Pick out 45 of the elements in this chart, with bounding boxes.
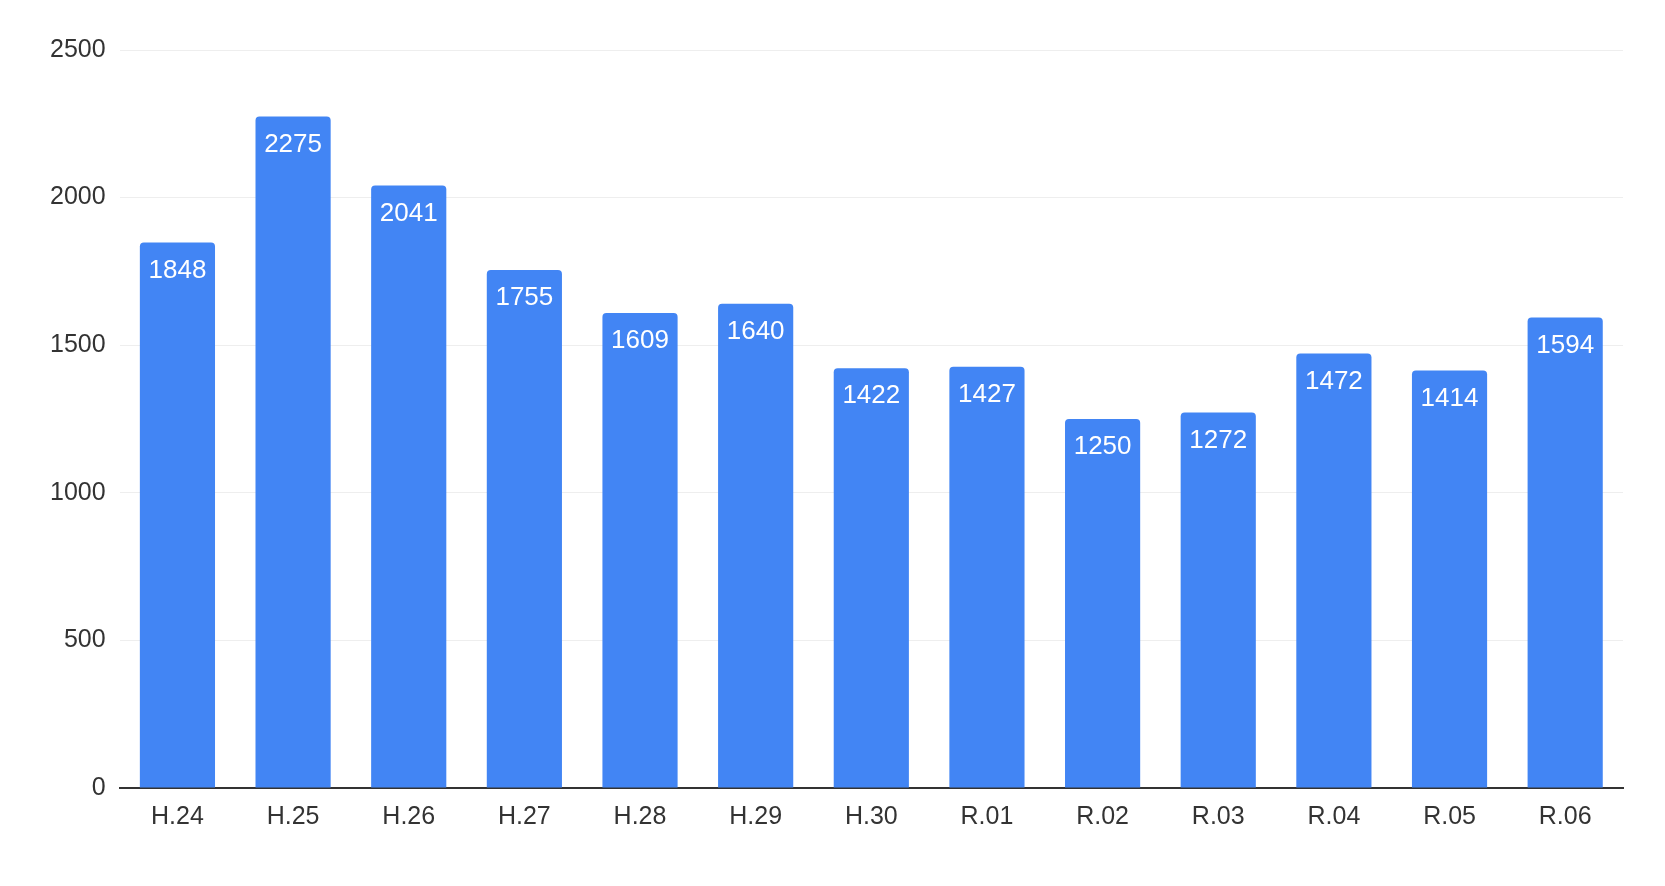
bar [1180,412,1256,788]
x-tick-label: R.05 [1423,800,1476,829]
y-tick-label: 0 [91,771,106,800]
y-tick-label: 1000 [49,476,106,505]
x-tick-label: R.06 [1538,800,1592,829]
bar [1296,353,1372,788]
bar [371,185,447,788]
bar [486,269,562,788]
y-tick-label: 1500 [49,329,106,358]
bar [1527,317,1603,788]
bar [949,366,1025,788]
x-tick-label: R.01 [960,800,1014,829]
data-label: 1640 [726,315,785,346]
x-tick-label: H.30 [844,800,898,829]
data-label: 1609 [611,324,669,355]
x-tick-label: R.03 [1191,800,1245,829]
x-tick-label: R.04 [1307,800,1361,829]
bar [139,242,216,788]
x-tick-label: H.24 [151,800,204,829]
data-label: 1848 [148,253,207,284]
data-label: 1414 [1420,381,1479,412]
data-label: 1427 [958,377,1016,408]
y-tick-label: 2000 [49,181,106,210]
data-label: 1594 [1536,328,1595,359]
y-tick-label: 500 [63,624,106,653]
data-label: 2275 [264,127,322,158]
x-tick-label: H.28 [613,800,667,829]
data-label: 1250 [1073,430,1132,461]
data-label: 1422 [842,379,901,410]
data-label: 1472 [1304,364,1363,395]
bar [255,116,331,788]
bar [833,368,909,788]
bar [602,313,678,788]
x-tick-label: H.25 [266,800,320,829]
x-tick-label: R.02 [1076,800,1129,829]
x-tick-label: H.27 [497,800,551,829]
data-label: 1755 [495,281,554,312]
bar [1411,370,1488,788]
y-tick-label: 2500 [49,33,106,62]
x-tick-label: H.26 [382,800,436,829]
data-label: 2041 [379,196,438,227]
bar [1065,419,1141,788]
bar [718,303,794,788]
data-label: 1272 [1189,423,1248,454]
x-tick-label: H.29 [729,800,783,829]
